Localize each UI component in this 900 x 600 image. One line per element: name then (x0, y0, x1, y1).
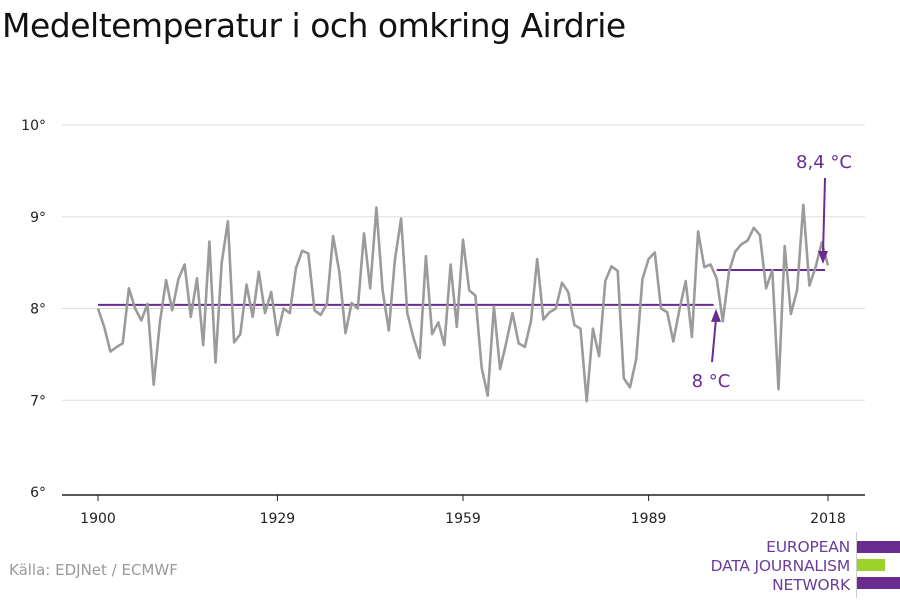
logo-bar-purple-top (857, 541, 900, 553)
logo-line-2: DATA JOURNALISM (710, 557, 851, 575)
gridlines (62, 124, 865, 401)
annotation-arrow-head (818, 250, 828, 264)
x-tick-label: 1900 (80, 511, 116, 527)
y-tick-label: 10° (21, 118, 46, 134)
annotation-arrow-shaft (711, 318, 717, 363)
y-tick-label: 6° (30, 485, 46, 501)
y-tick-label: 8° (30, 302, 46, 318)
line-chart: 6° 7° 8° 9° 10° 1900 1929 1959 1989 2018 8 °C 8,4 … (21, 118, 865, 527)
x-tick-label: 2018 (810, 511, 846, 527)
temperature-line (96, 203, 830, 403)
logo-line-1: EUROPEAN (766, 538, 850, 556)
logo-bar-purple-bottom (857, 577, 900, 589)
axes: 6° 7° 8° 9° 10° 1900 1929 1959 1989 2018 (21, 118, 865, 527)
series-layer (96, 203, 830, 403)
source-note: Källa: EDJNet / ECMWF (9, 561, 178, 579)
chart-title: Medeltemperatur i och omkring Airdrie (2, 6, 626, 45)
y-tick-label: 7° (30, 393, 46, 409)
x-tick-label: 1989 (631, 511, 667, 527)
logo-bar-green (857, 559, 885, 571)
logo-divider (856, 532, 857, 598)
x-tick-label: 1929 (260, 511, 296, 527)
edjnet-logo: EUROPEAN DATA JOURNALISM NETWORK (706, 532, 900, 598)
y-tick-label: 9° (30, 210, 46, 226)
annotation-arrow-head (711, 308, 721, 322)
x-tick-label: 1959 (445, 511, 481, 527)
annotation-label: 8,4 °C (796, 152, 852, 173)
annotation-arrow-shaft (822, 177, 826, 254)
annotations: 8 °C 8,4 °C (692, 152, 852, 392)
annotation-label: 8 °C (692, 371, 731, 392)
logo-line-3: NETWORK (772, 576, 850, 594)
